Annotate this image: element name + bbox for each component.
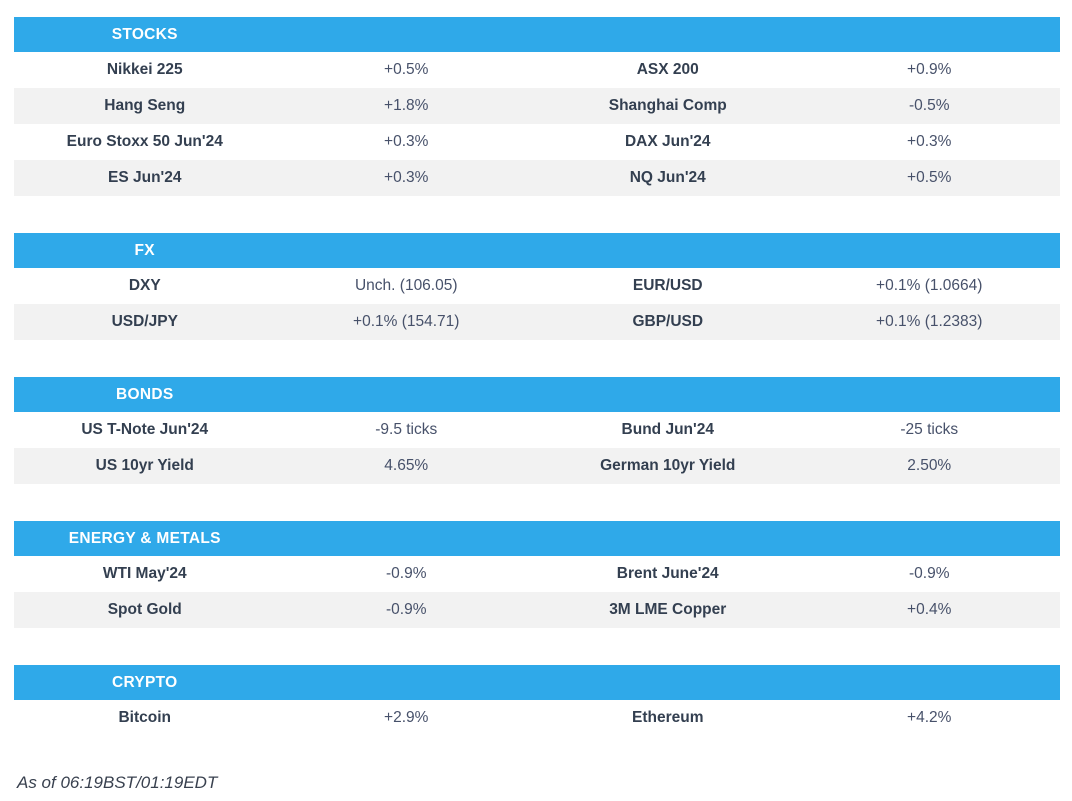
instrument-change: -9.5 ticks xyxy=(375,421,438,438)
instrument-name: ES Jun'24 xyxy=(108,169,182,186)
table-row: US 10yr Yield 4.65% German 10yr Yield 2.… xyxy=(14,448,1060,484)
instrument-name: NQ Jun'24 xyxy=(629,169,706,186)
market-section: ENERGY & METALS WTI May'24 -0.9% Brent J… xyxy=(14,521,1060,628)
instrument-name: Bitcoin xyxy=(118,709,172,726)
section-header: CRYPTO xyxy=(14,665,1060,700)
instrument-name: Brent June'24 xyxy=(616,565,719,582)
instrument-name: Hang Seng xyxy=(104,97,186,114)
section-header: ENERGY & METALS xyxy=(14,521,1060,556)
instrument-change: -25 ticks xyxy=(900,421,959,438)
instrument-name: Ethereum xyxy=(632,709,704,726)
section-rows: WTI May'24 -0.9% Brent June'24 -0.9% Spo… xyxy=(14,556,1060,628)
instrument-change: +0.4% xyxy=(907,601,952,618)
instrument-change: +0.1% (1.0664) xyxy=(876,277,983,294)
table-row: DXY Unch. (106.05) EUR/USD +0.1% (1.0664… xyxy=(14,268,1060,304)
section-title: STOCKS xyxy=(111,25,178,43)
table-row: USD/JPY +0.1% (154.71) GBP/USD +0.1% (1.… xyxy=(14,304,1060,340)
instrument-change: Unch. (106.05) xyxy=(354,277,458,294)
market-section: STOCKS Nikkei 225 +0.5% ASX 200 +0.9% Ha… xyxy=(14,17,1060,196)
instrument-name: Bund Jun'24 xyxy=(621,421,714,438)
table-row: US T-Note Jun'24 -9.5 ticks Bund Jun'24 … xyxy=(14,412,1060,448)
section-rows: Nikkei 225 +0.5% ASX 200 +0.9% Hang Seng… xyxy=(14,52,1060,196)
table-row: Nikkei 225 +0.5% ASX 200 +0.9% xyxy=(14,52,1060,88)
section-title: ENERGY & METALS xyxy=(68,529,221,547)
market-section: BONDS US T-Note Jun'24 -9.5 ticks Bund J… xyxy=(14,377,1060,484)
instrument-name: Nikkei 225 xyxy=(106,61,183,78)
table-row: Bitcoin +2.9% Ethereum +4.2% xyxy=(14,700,1060,736)
section-header: STOCKS xyxy=(14,17,1060,52)
instrument-change: +0.3% xyxy=(384,169,429,186)
instrument-name: WTI May'24 xyxy=(102,565,187,582)
as-of-timestamp: As of 06:19BST/01:19EDT xyxy=(17,773,218,792)
instrument-name: ASX 200 xyxy=(636,61,699,78)
section-title: CRYPTO xyxy=(111,673,178,691)
instrument-change: +0.1% (1.2383) xyxy=(876,313,983,330)
instrument-name: 3M LME Copper xyxy=(609,601,727,618)
market-summary-tables: STOCKS Nikkei 225 +0.5% ASX 200 +0.9% Ha… xyxy=(14,17,1060,736)
instrument-change: +1.8% xyxy=(384,97,429,114)
instrument-name: German 10yr Yield xyxy=(600,457,736,474)
section-header: FX xyxy=(14,233,1060,268)
instrument-change: +0.9% xyxy=(907,61,952,78)
table-row: Euro Stoxx 50 Jun'24 +0.3% DAX Jun'24 +0… xyxy=(14,124,1060,160)
instrument-change: +0.5% xyxy=(907,169,952,186)
instrument-name: USD/JPY xyxy=(111,313,178,330)
section-title: FX xyxy=(134,241,155,259)
instrument-name: US T-Note Jun'24 xyxy=(81,421,209,438)
instrument-change: +0.3% xyxy=(384,133,429,150)
instrument-change: +0.1% (154.71) xyxy=(353,313,460,330)
market-section: FX DXY Unch. (106.05) EUR/USD +0.1% (1.0… xyxy=(14,233,1060,340)
section-header: BONDS xyxy=(14,377,1060,412)
instrument-name: GBP/USD xyxy=(632,313,704,330)
instrument-change: 2.50% xyxy=(907,457,952,474)
instrument-name: DXY xyxy=(128,277,161,294)
instrument-change: -0.5% xyxy=(909,97,950,114)
instrument-change: -0.9% xyxy=(386,565,427,582)
instrument-change: -0.9% xyxy=(909,565,950,582)
instrument-name: EUR/USD xyxy=(632,277,703,294)
table-row: Hang Seng +1.8% Shanghai Comp -0.5% xyxy=(14,88,1060,124)
instrument-change: +0.5% xyxy=(384,61,429,78)
instrument-change: +4.2% xyxy=(907,709,952,726)
market-section: CRYPTO Bitcoin +2.9% Ethereum +4.2% xyxy=(14,665,1060,736)
section-rows: DXY Unch. (106.05) EUR/USD +0.1% (1.0664… xyxy=(14,268,1060,340)
instrument-change: +0.3% xyxy=(907,133,952,150)
instrument-change: -0.9% xyxy=(386,601,427,618)
section-rows: US T-Note Jun'24 -9.5 ticks Bund Jun'24 … xyxy=(14,412,1060,484)
section-rows: Bitcoin +2.9% Ethereum +4.2% xyxy=(14,700,1060,736)
table-row: ES Jun'24 +0.3% NQ Jun'24 +0.5% xyxy=(14,160,1060,196)
table-row: Spot Gold -0.9% 3M LME Copper +0.4% xyxy=(14,592,1060,628)
section-title: BONDS xyxy=(116,385,174,403)
instrument-change: +2.9% xyxy=(384,709,429,726)
instrument-name: Spot Gold xyxy=(107,601,182,618)
instrument-name: Shanghai Comp xyxy=(608,97,727,114)
table-row: WTI May'24 -0.9% Brent June'24 -0.9% xyxy=(14,556,1060,592)
instrument-name: US 10yr Yield xyxy=(95,457,194,474)
instrument-name: Euro Stoxx 50 Jun'24 xyxy=(66,133,223,150)
instrument-name: DAX Jun'24 xyxy=(624,133,711,150)
instrument-change: 4.65% xyxy=(384,457,429,474)
